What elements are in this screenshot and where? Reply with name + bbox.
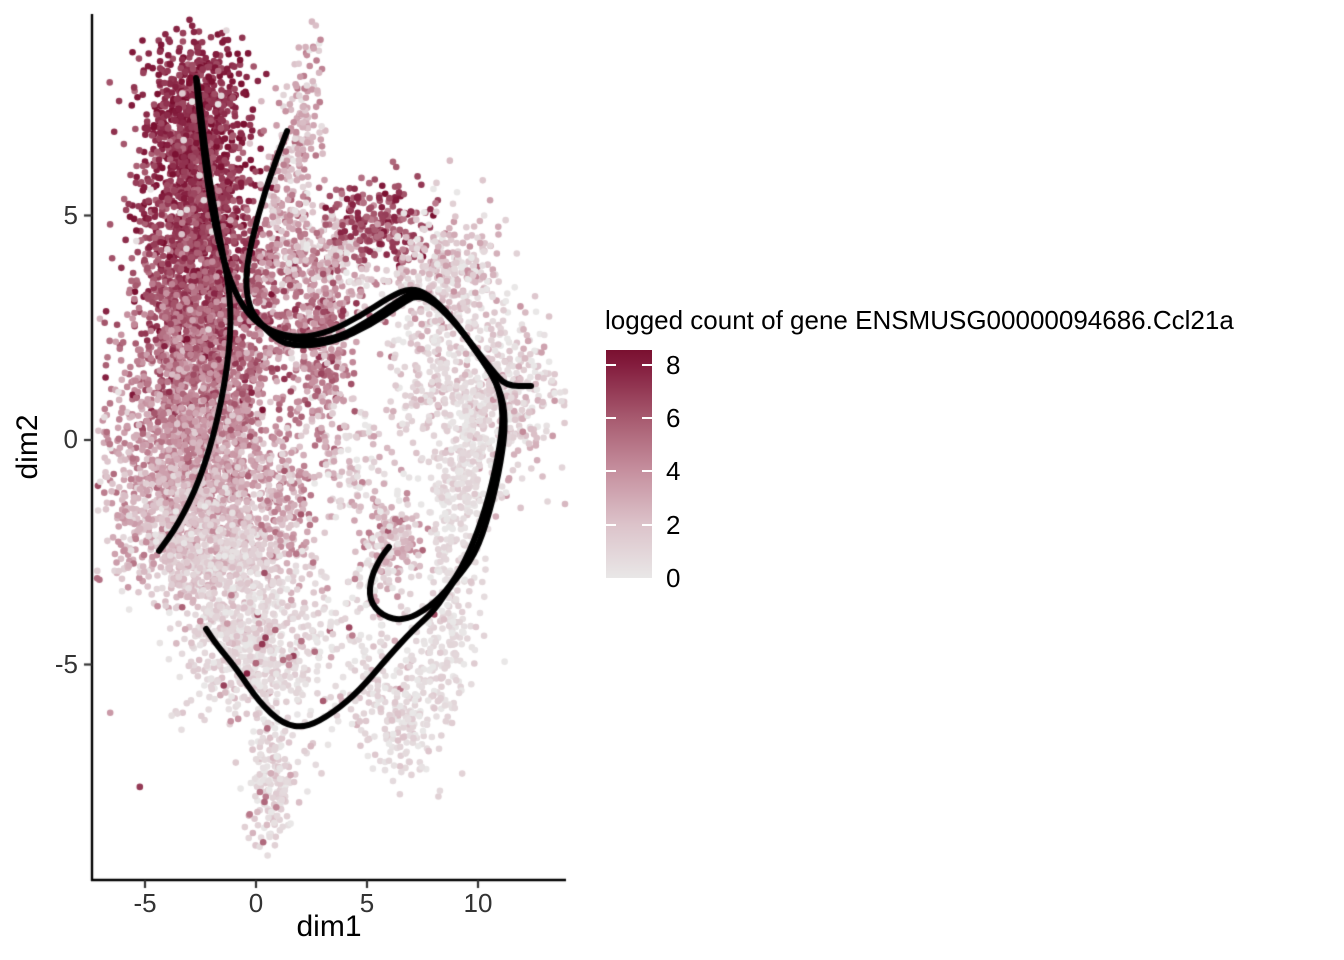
x-tick-label: 5 [359, 888, 375, 918]
legend-tick-label: 2 [666, 509, 681, 540]
colorbar-tick-mark [606, 417, 616, 420]
x-tick-label: 10 [463, 888, 493, 918]
colorbar-tick-mark [606, 363, 616, 366]
colorbar-tick-mark [642, 363, 652, 366]
legend-tick-label: 4 [666, 456, 681, 487]
legend-colorbar [606, 350, 652, 578]
colorbar-tick-mark [606, 523, 616, 526]
y-tick-label: 5 [63, 199, 78, 230]
colorbar-tick-mark [642, 523, 652, 526]
colorbar-tick-mark [606, 470, 616, 473]
x-tick-label: 0 [248, 888, 264, 918]
legend-tick-label: 8 [666, 349, 681, 380]
legend-title: logged count of gene ENSMUSG00000094686.… [605, 305, 1234, 335]
y-tick-label: 0 [63, 424, 78, 454]
legend-tick-label: 6 [666, 403, 681, 434]
x-axis-title: dim1 [296, 910, 362, 943]
colorbar-tick-mark [642, 417, 652, 420]
legend-tick-label: 0 [666, 563, 681, 593]
x-tick-label: -5 [133, 888, 157, 918]
y-tick-label: -5 [54, 648, 78, 679]
colorbar-tick-mark [642, 470, 652, 473]
